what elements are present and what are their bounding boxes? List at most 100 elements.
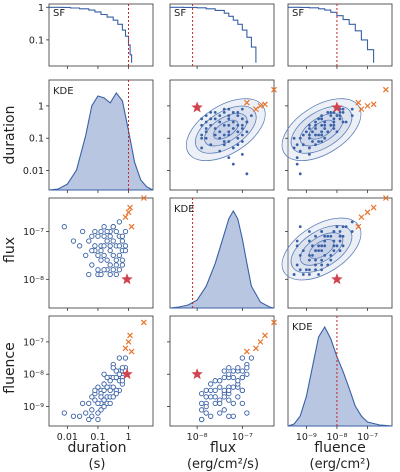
data-point [323,120,327,124]
data-point [86,271,92,278]
data-point [308,146,311,150]
data-point [119,378,126,384]
data-point [221,368,227,374]
kde-panel: KDE [48,80,154,191]
data-point [230,368,236,374]
data-point [101,224,107,230]
data-point [89,413,95,419]
survival-curve [49,6,133,63]
data-point [308,258,311,262]
data-point [308,239,311,243]
x-label-fluence: fluence [314,440,366,456]
data-point [110,224,116,230]
data-point [122,228,129,235]
data-point [76,243,83,249]
data-point [344,225,348,229]
data-point [89,394,95,400]
data-point [320,263,324,267]
data-point [231,127,235,130]
data-point [301,133,305,137]
data-point [323,239,327,243]
data-point [227,117,231,121]
data-point [239,400,245,407]
kde-panel: KDE [169,198,275,309]
data-point [101,267,107,273]
data-point [298,149,302,153]
data-point [317,244,320,248]
data-point [107,400,113,407]
data-point [230,374,236,381]
data-point [212,394,218,400]
data-point [320,114,324,117]
data-point [209,123,213,127]
data-point [236,114,240,117]
data-point [209,110,213,114]
data-point [341,225,345,229]
data-point [227,114,231,117]
panel-frame [287,3,393,67]
data-point [295,143,299,147]
data-point [199,407,205,413]
y-tick-label: 10⁻⁸ [23,370,44,381]
data-point [308,230,311,233]
data-point [209,117,213,121]
data-point [308,268,311,272]
kde-curve [287,325,393,427]
data-point [244,371,250,377]
data-point [199,390,205,397]
data-point [236,130,240,134]
data-point [323,123,327,127]
data-point [308,153,311,156]
star-marker [331,101,343,113]
data-point [314,143,317,147]
data-point [217,384,223,390]
data-point [113,374,119,381]
data-point [311,130,314,134]
outlier-marker [370,204,377,211]
kde-label: KDE [174,204,195,215]
data-point [101,371,107,377]
data-point [308,273,311,276]
data-point [86,238,92,244]
panel-frame [169,315,275,427]
data-point [98,228,104,235]
x-unit-duration: (s) [89,457,106,472]
data-point [227,123,231,127]
data-point [101,397,107,403]
data-point [98,407,104,413]
sf-label: SF [292,8,304,19]
data-point [308,123,311,127]
data-point [329,258,333,262]
data-point [350,107,354,111]
data-point [298,172,302,176]
data-point [92,228,98,235]
data-point [104,228,110,235]
outlier-marker [127,204,133,211]
data-point [227,156,231,160]
data-point [332,123,336,127]
data-point [95,416,101,423]
data-point [213,133,217,137]
data-point [217,378,223,384]
data-point [335,114,339,117]
data-point [230,384,236,390]
data-point [235,365,241,371]
data-point [226,365,232,371]
data-point [231,110,235,114]
data-point [295,244,299,248]
y-label-fluence: fluence [2,342,18,394]
data-point [113,368,119,374]
data-point [311,253,314,257]
y-tick-label: 0.01 [23,166,44,177]
data-point [208,381,214,387]
data-point [70,238,77,244]
data-point [226,371,232,377]
data-point [323,136,327,140]
outlier-marker [243,99,250,106]
kde-curve [169,209,275,309]
panel-frame [287,79,393,191]
data-point [113,257,119,263]
data-point [240,140,244,143]
data-point [320,123,324,127]
data-point [217,400,223,407]
